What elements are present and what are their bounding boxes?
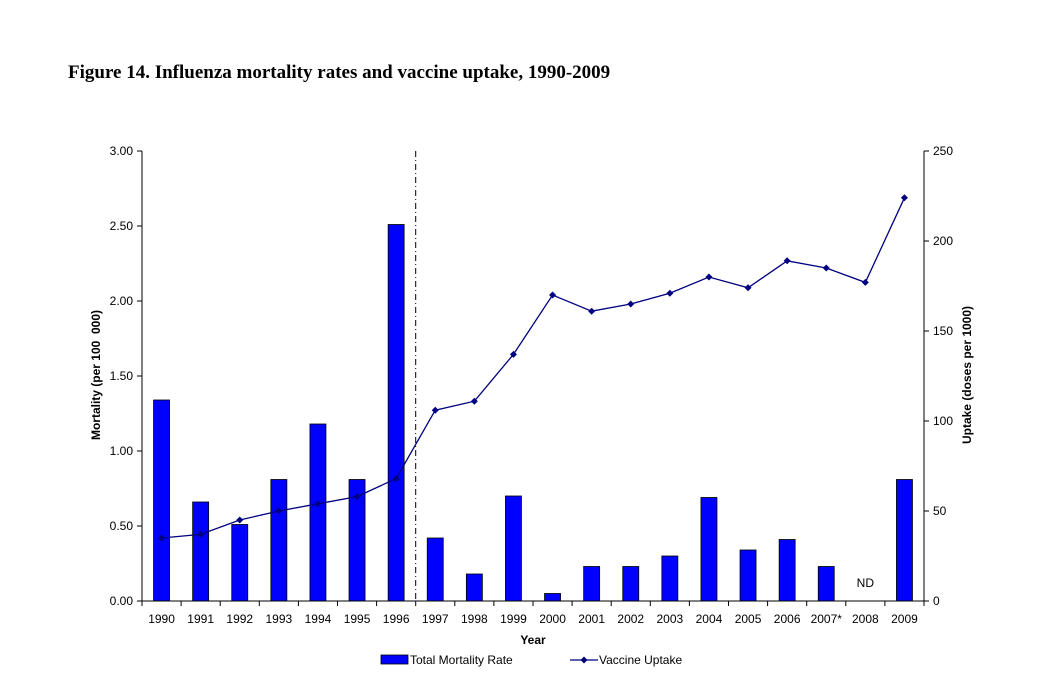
axes: 0.00 0.50 1.00 1.50 2.00 2.50 3.00 0 50 100 150 200… bbox=[110, 144, 954, 626]
uptake-point-2004 bbox=[705, 273, 713, 281]
uptake-point-2009 bbox=[900, 194, 908, 202]
x-tick-label: 2009 bbox=[891, 612, 918, 626]
bar-2009 bbox=[896, 479, 913, 602]
x-tick-label: 2003 bbox=[656, 612, 683, 626]
uptake-point-1990 bbox=[158, 534, 166, 542]
uptake-point-1992 bbox=[236, 516, 244, 524]
bar-1999 bbox=[505, 495, 522, 602]
bar-1997 bbox=[426, 537, 444, 602]
x-tick-label: 2001 bbox=[578, 612, 605, 626]
y2-axis-title: Uptake (doses per 1000) bbox=[960, 306, 974, 444]
x-tick-label: 1997 bbox=[422, 612, 449, 626]
uptake-point-1998 bbox=[470, 397, 478, 405]
y2-tick-label: 0 bbox=[933, 594, 940, 608]
bar-1996 bbox=[387, 224, 405, 602]
x-tick-label: 2002 bbox=[617, 612, 644, 626]
uptake-point-1999 bbox=[509, 350, 517, 358]
uptake-point-1991 bbox=[197, 530, 205, 538]
x-tick-label: 2004 bbox=[696, 612, 723, 626]
figure-title: Figure 14. Influenza mortality rates and… bbox=[68, 62, 611, 83]
y-tick-label: 1.00 bbox=[110, 444, 134, 458]
x-tick-label: 2005 bbox=[735, 612, 762, 626]
x-tick-label: 2007* bbox=[811, 612, 843, 626]
legend-label-vaccine-uptake: Vaccine Uptake bbox=[599, 653, 682, 667]
y-tick-label: 1.50 bbox=[110, 369, 134, 383]
y-tick-label: 0.50 bbox=[110, 519, 134, 533]
legend: Total Mortality Rate Vaccine Uptake bbox=[380, 653, 682, 667]
bar-2005 bbox=[739, 549, 757, 602]
x-tick-label: 1995 bbox=[344, 612, 371, 626]
x-tick-label: 1998 bbox=[461, 612, 488, 626]
line-series bbox=[158, 194, 908, 542]
x-tick-label: 1992 bbox=[226, 612, 253, 626]
uptake-point-2003 bbox=[666, 289, 674, 297]
uptake-point-1994 bbox=[314, 500, 322, 508]
bar-2003 bbox=[661, 555, 679, 602]
bar-2001 bbox=[583, 566, 601, 602]
x-tick-label: 1994 bbox=[305, 612, 332, 626]
bar-2002 bbox=[622, 566, 640, 602]
legend-label-total-mortality: Total Mortality Rate bbox=[410, 653, 513, 667]
annotations: ND bbox=[857, 576, 875, 590]
y-axis-title: Mortality (per 100 000) bbox=[89, 310, 103, 440]
annotation-nd: ND bbox=[857, 576, 875, 590]
bar-2000 bbox=[544, 593, 561, 602]
x-tick-label: 2006 bbox=[774, 612, 801, 626]
bar-1998 bbox=[465, 573, 483, 602]
uptake-point-2001 bbox=[588, 307, 596, 315]
bar-series bbox=[153, 224, 913, 602]
bar-1992 bbox=[231, 524, 249, 602]
y2-tick-label: 100 bbox=[933, 414, 953, 428]
y-tick-label: 0.00 bbox=[110, 594, 134, 608]
x-tick-label: 1991 bbox=[187, 612, 214, 626]
axis-labels: Year Mortality (per 100 000) Uptake (dos… bbox=[89, 306, 974, 647]
uptake-point-2005 bbox=[744, 284, 752, 292]
bar-1993 bbox=[270, 479, 288, 602]
legend-swatch-bar bbox=[380, 654, 409, 665]
y2-tick-label: 200 bbox=[933, 234, 953, 248]
x-tick-label: 2000 bbox=[539, 612, 566, 626]
bar-2007 bbox=[817, 566, 835, 602]
bar-1994 bbox=[309, 423, 327, 602]
uptake-point-1993 bbox=[275, 507, 283, 515]
uptake-point-2002 bbox=[627, 300, 635, 308]
uptake-point-2006 bbox=[783, 257, 791, 265]
uptake-point-2000 bbox=[549, 291, 557, 299]
bar-2004 bbox=[700, 497, 718, 602]
y-tick-label: 3.00 bbox=[110, 144, 134, 158]
x-tick-label: 1993 bbox=[265, 612, 292, 626]
y2-tick-label: 250 bbox=[933, 144, 953, 158]
x-tick-label: 1999 bbox=[500, 612, 527, 626]
uptake-point-2008 bbox=[861, 278, 869, 286]
uptake-point-2007 bbox=[822, 264, 830, 272]
uptake-line bbox=[161, 197, 906, 539]
x-tick-label: 2008 bbox=[852, 612, 879, 626]
y2-tick-label: 150 bbox=[933, 324, 953, 338]
uptake-point-1996 bbox=[392, 475, 400, 483]
y-tick-label: 2.00 bbox=[110, 294, 134, 308]
y-tick-label: 2.50 bbox=[110, 219, 134, 233]
uptake-point-1997 bbox=[431, 406, 439, 414]
x-tick-label: 1990 bbox=[148, 612, 175, 626]
bar-1991 bbox=[192, 501, 210, 602]
x-axis-title: Year bbox=[520, 633, 546, 647]
bar-1990 bbox=[153, 399, 170, 602]
y2-tick-label: 50 bbox=[933, 504, 947, 518]
legend-swatch-marker bbox=[580, 656, 588, 664]
bar-2006 bbox=[778, 539, 796, 602]
x-tick-label: 1996 bbox=[383, 612, 410, 626]
uptake-point-1995 bbox=[353, 493, 361, 501]
